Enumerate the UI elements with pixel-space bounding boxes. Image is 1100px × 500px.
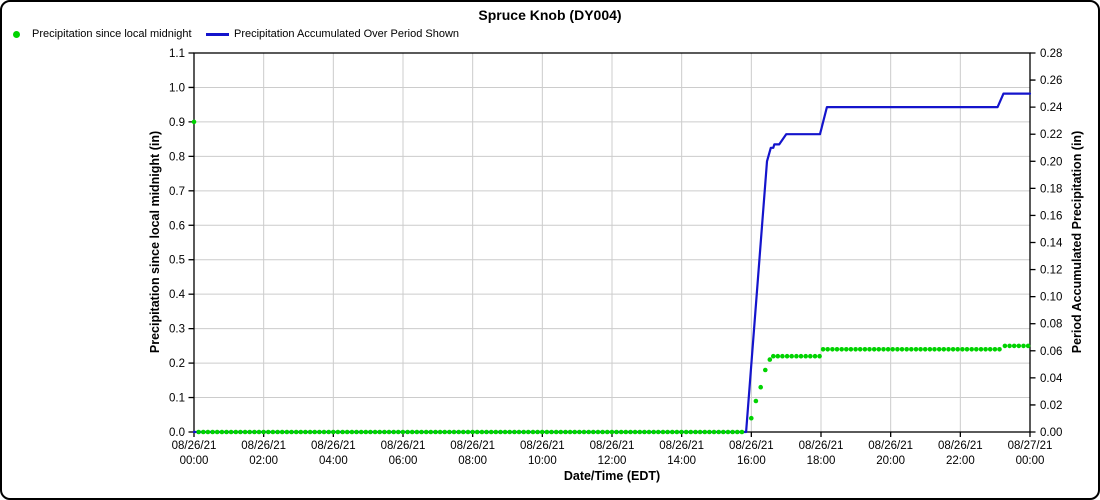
svg-text:0.14: 0.14 [1040,238,1063,250]
legend-item-precip-since-midnight: Precipitation since local midnight [13,26,192,42]
svg-text:0.9: 0.9 [169,117,185,129]
svg-text:00:00: 00:00 [1016,455,1045,467]
svg-text:0.5: 0.5 [169,255,185,267]
svg-text:0.16: 0.16 [1040,210,1062,222]
svg-text:1.0: 1.0 [169,82,185,94]
svg-text:08:00: 08:00 [458,455,487,467]
svg-text:08/26/21: 08/26/21 [311,440,356,452]
svg-text:22:00: 22:00 [946,455,975,467]
svg-text:0.6: 0.6 [169,220,185,232]
right-tick-labels: 0.00 0.02 0.04 0.06 0.08 0.10 0.12 0.14 0.16 0.18… [1040,48,1063,439]
svg-text:08/26/21: 08/26/21 [381,440,426,452]
scatter-dot-marker-icon [13,30,20,38]
svg-text:18:00: 18:00 [807,455,836,467]
svg-text:12:00: 12:00 [598,455,627,467]
svg-text:0.7: 0.7 [169,186,185,198]
chart-title: Spruce Knob (DY004) [478,7,622,23]
svg-text:08/26/21: 08/26/21 [659,440,704,452]
svg-text:0.10: 0.10 [1040,292,1062,304]
svg-text:0.24: 0.24 [1040,102,1063,114]
svg-text:0.04: 0.04 [1040,373,1063,385]
svg-text:08/26/21: 08/26/21 [868,440,913,452]
svg-text:0.06: 0.06 [1040,346,1062,358]
svg-text:08/26/21: 08/26/21 [799,440,844,452]
svg-text:0.2: 0.2 [169,358,185,370]
svg-text:0.08: 0.08 [1040,319,1062,331]
svg-text:0.8: 0.8 [169,151,185,163]
x-tick-labels: 08/26/21 00:00 08/26/21 02:00 08/26/21 04:00 0… [172,440,1053,467]
legend-label-precip-accumulated: Precipitation Accumulated Over Period Sh… [234,28,460,40]
svg-text:0.3: 0.3 [169,324,185,336]
svg-text:0.02: 0.02 [1040,400,1062,412]
series-accumulated-line [192,92,1032,434]
svg-text:0.1: 0.1 [169,393,185,405]
svg-text:0.26: 0.26 [1040,75,1062,87]
svg-text:02:00: 02:00 [249,455,278,467]
svg-text:04:00: 04:00 [319,455,348,467]
svg-text:16:00: 16:00 [737,455,766,467]
svg-text:08/26/21: 08/26/21 [520,440,565,452]
left-axis-title: Precipitation since local midnight (in) [148,130,162,354]
svg-text:00:00: 00:00 [180,455,209,467]
svg-text:0.18: 0.18 [1040,183,1062,195]
svg-text:08/26/21: 08/26/21 [590,440,635,452]
legend-label-precip-since-midnight: Precipitation since local midnight [32,28,192,40]
svg-text:08/26/21: 08/26/21 [172,440,217,452]
svg-text:0.20: 0.20 [1040,156,1062,168]
svg-text:08/26/21: 08/26/21 [729,440,774,452]
left-tick-labels: 0.0 0.1 0.2 0.3 0.4 0.5 0.6 0.7 0.8 0.9 1.0 1.1 [169,48,186,439]
svg-text:20:00: 20:00 [876,455,905,467]
x-axis-title: Date/Time (EDT) [563,469,661,483]
svg-text:08/26/21: 08/26/21 [241,440,286,452]
svg-text:08/26/21: 08/26/21 [450,440,495,452]
svg-text:08/27/21: 08/27/21 [1008,440,1053,452]
plot-grid [194,53,1030,432]
line-series-marker-icon [206,32,229,36]
svg-text:10:00: 10:00 [528,455,557,467]
svg-text:1.1: 1.1 [169,48,185,60]
svg-text:0.22: 0.22 [1040,129,1062,141]
svg-text:08/26/21: 08/26/21 [938,440,983,452]
svg-text:0.0: 0.0 [169,427,185,439]
svg-text:0.00: 0.00 [1040,427,1062,439]
svg-text:06:00: 06:00 [389,455,418,467]
right-axis-title: Period Accumulated Precipitation (in) [1070,130,1084,354]
svg-text:0.4: 0.4 [169,289,186,301]
svg-text:14:00: 14:00 [667,455,696,467]
series-midnight-dots [191,119,1031,435]
legend-item-precip-accumulated: Precipitation Accumulated Over Period Sh… [206,26,459,42]
svg-text:0.28: 0.28 [1040,48,1062,60]
svg-text:0.12: 0.12 [1040,265,1062,277]
